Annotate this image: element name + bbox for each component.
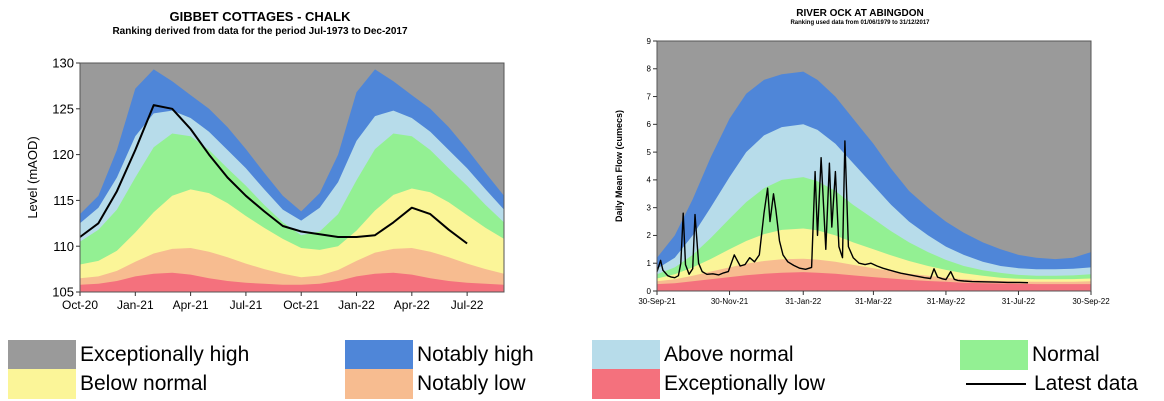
y-tick-label: 120 bbox=[52, 147, 74, 162]
exceptionally-low-band bbox=[657, 272, 1091, 291]
exceptionally-low-band bbox=[80, 272, 504, 292]
legend-item-above-normal: Above normal bbox=[592, 340, 794, 370]
x-tick-label: 30-Sep-22 bbox=[1072, 297, 1110, 306]
legend: Exceptionally high Notably high Above no… bbox=[0, 334, 1164, 401]
y-tick-label: 0 bbox=[647, 287, 652, 296]
y-tick-label: 6 bbox=[647, 120, 652, 129]
y-tick-label: 115 bbox=[53, 193, 74, 208]
y-axis-label: Daily Mean Flow (cumecs) bbox=[614, 110, 624, 222]
x-tick-label: 31-Jan-22 bbox=[785, 297, 822, 306]
chart-subtitle: Ranking used data from 01/06/1979 to 31/… bbox=[790, 20, 930, 26]
chart-subtitle: Ranking derived from data for the period… bbox=[112, 26, 408, 37]
legend-label: Notably low bbox=[417, 372, 526, 395]
y-tick-label: 3 bbox=[647, 203, 652, 212]
exceptionally-low-swatch bbox=[592, 369, 660, 399]
river-ock-plot: 0 1 2 3 4 5 6 7 8 9 30-Sep-21 30-Nov-21 31-Jan-22 31-… bbox=[614, 37, 1110, 306]
x-tick-label: 30-Nov-21 bbox=[711, 297, 749, 306]
y-tick-label: 4 bbox=[647, 176, 652, 185]
legend-item-exceptionally-high: Exceptionally high bbox=[8, 340, 249, 370]
legend-item-notably-high: Notably high bbox=[345, 340, 534, 370]
legend-item-notably-low: Notably low bbox=[345, 369, 526, 399]
y-tick-label: 8 bbox=[647, 65, 652, 74]
river-ock-chart: RIVER OCK AT ABINGDON Ranking used data … bbox=[600, 0, 1120, 330]
y-tick-label: 1 bbox=[647, 259, 652, 268]
below-normal-swatch bbox=[8, 369, 76, 399]
x-tick-label: Jan-21 bbox=[117, 298, 154, 312]
x-tick-label: Jul-21 bbox=[230, 298, 263, 312]
latest-data-line bbox=[79, 104, 468, 245]
y-tick-label: 9 bbox=[647, 37, 652, 46]
x-tick-label: Jul-22 bbox=[451, 298, 484, 312]
legend-label: Above normal bbox=[664, 343, 794, 366]
notably-high-swatch bbox=[345, 340, 413, 370]
x-tick-label: Apr-22 bbox=[394, 298, 430, 312]
notably-low-swatch bbox=[345, 369, 413, 399]
exceptionally-high-swatch bbox=[8, 340, 76, 370]
x-tick-label: Oct-20 bbox=[62, 298, 98, 312]
x-tick-label: 30-Sep-21 bbox=[638, 297, 676, 306]
legend-label: Normal bbox=[1032, 343, 1100, 366]
legend-label: Latest data bbox=[1034, 372, 1138, 395]
y-tick-label: 5 bbox=[647, 148, 652, 157]
latest-data-line bbox=[656, 140, 1029, 284]
x-tick-label: 31-May-22 bbox=[927, 297, 966, 306]
y-tick-label: 7 bbox=[647, 92, 652, 101]
y-axis-label: Level (mAOD) bbox=[25, 136, 40, 218]
x-tick-label: 31-Mar-22 bbox=[855, 297, 892, 306]
y-tick-label: 110 bbox=[53, 239, 74, 254]
legend-item-below-normal: Below normal bbox=[8, 369, 207, 399]
normal-swatch bbox=[960, 340, 1028, 370]
legend-item-latest-data: Latest data bbox=[966, 369, 1138, 399]
plot-frame bbox=[79, 62, 505, 293]
x-tick-label: Apr-21 bbox=[173, 298, 209, 312]
legend-label: Below normal bbox=[80, 372, 208, 395]
chart-title: RIVER OCK AT ABINGDON bbox=[796, 8, 924, 19]
x-tick-label: Oct-21 bbox=[283, 298, 319, 312]
y-tick-label: 2 bbox=[647, 231, 652, 240]
above-normal-swatch bbox=[592, 340, 660, 370]
y-tick-label: 105 bbox=[52, 285, 74, 300]
chart-title: GIBBET COTTAGES - CHALK bbox=[169, 9, 351, 24]
legend-item-normal: Normal bbox=[960, 340, 1100, 370]
gibbet-cottages-chart: GIBBET COTTAGES - CHALK Ranking derived … bbox=[0, 0, 520, 330]
legend-label: Exceptionally high bbox=[80, 343, 250, 366]
y-tick-label: 125 bbox=[52, 101, 74, 116]
plot-frame bbox=[656, 40, 1092, 292]
legend-label: Notably high bbox=[417, 343, 534, 366]
y-tick-label: 130 bbox=[52, 56, 74, 71]
latest-data-line-swatch bbox=[966, 383, 1026, 385]
x-tick-label: Jan-22 bbox=[338, 298, 375, 312]
x-tick-label: 31-Jul-22 bbox=[1002, 297, 1036, 306]
legend-label: Exceptionally low bbox=[664, 372, 826, 395]
gibbet-cottages-plot: 105 110 115 120 125 130 Oct-20 Jan-21 Apr-21 Jul-… bbox=[25, 56, 505, 312]
legend-item-exceptionally-low: Exceptionally low bbox=[592, 369, 825, 399]
